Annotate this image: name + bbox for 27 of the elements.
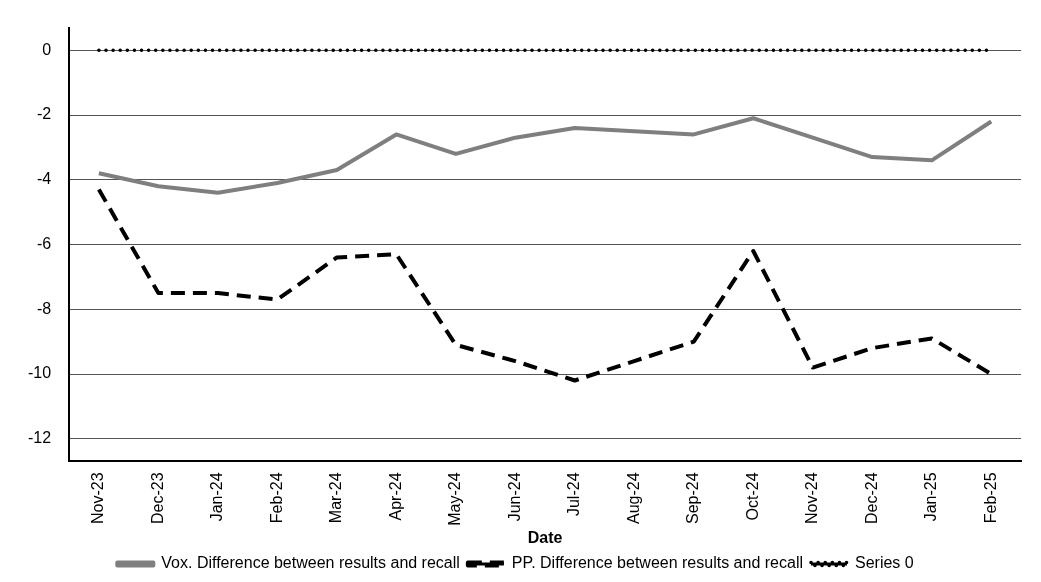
x-tick-label: Jul-24 [565, 472, 583, 517]
x-tick-label: Mar-24 [327, 472, 345, 524]
x-tick-label: May-24 [446, 472, 464, 526]
x-tick-label: Dec-24 [862, 472, 880, 525]
x-tick-label: Apr-24 [386, 472, 404, 521]
x-tick-label: Nov-24 [803, 472, 821, 525]
y-tick-label: -2 [36, 105, 52, 123]
y-tick-label: 0 [42, 40, 52, 58]
y-tick-label: -4 [36, 170, 52, 188]
y-tick-label: -12 [28, 429, 52, 447]
x-tick-label: Jun-24 [505, 472, 523, 522]
x-tick-label: Feb-24 [267, 472, 285, 524]
y-tick-label: -10 [28, 364, 52, 382]
x-tick-label: Dec-23 [148, 472, 166, 525]
x-tick-label: Aug-24 [624, 472, 642, 525]
legend-label: Vox. Difference between results and recall [161, 554, 460, 572]
x-tick-label: Jan-24 [208, 472, 226, 522]
y-tick-label: -6 [36, 234, 52, 252]
x-tick-label: Feb-25 [981, 472, 999, 524]
x-tick-label: Oct-24 [743, 472, 761, 521]
legend-label: PP. Difference between results and recall [511, 554, 803, 572]
x-tick-label: Jan-25 [922, 472, 940, 522]
x-axis-title: Date [527, 528, 563, 546]
legend-label: Series 0 [854, 554, 914, 572]
x-tick-label: Nov-23 [89, 472, 107, 525]
x-tick-label: Sep-24 [684, 472, 702, 525]
y-tick-label: -8 [36, 299, 52, 317]
